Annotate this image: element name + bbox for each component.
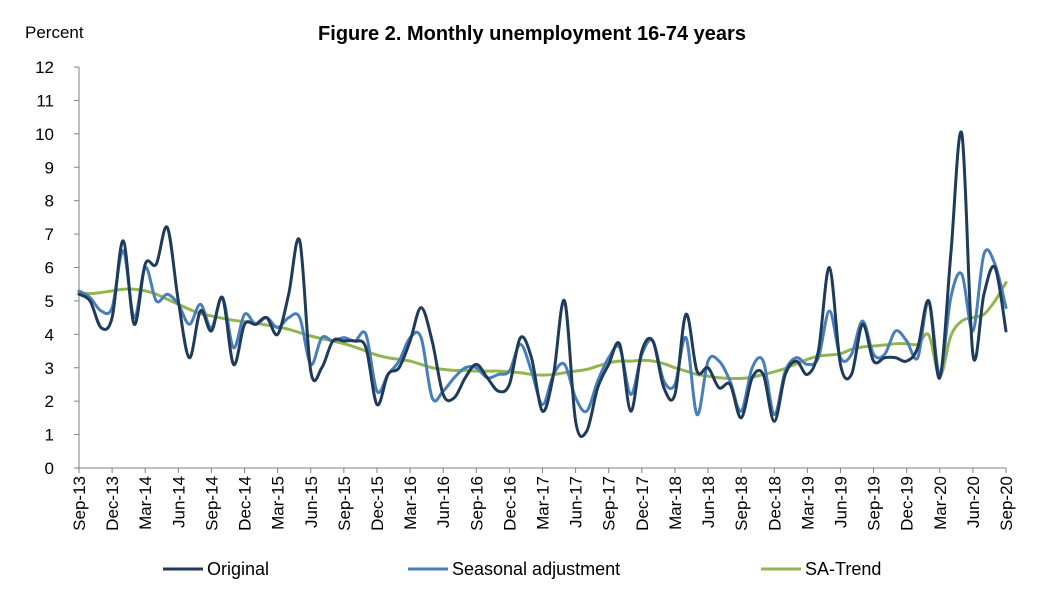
x-tick-label: Dec-15 bbox=[368, 476, 387, 531]
x-tick-label: Dec-17 bbox=[633, 476, 652, 531]
x-tick-label: Mar-15 bbox=[269, 476, 288, 530]
x-tick-label: Jun-20 bbox=[964, 476, 983, 528]
x-tick-label: Sep-17 bbox=[600, 476, 619, 531]
legend-label-seasonal-adjustment: Seasonal adjustment bbox=[452, 559, 620, 579]
x-tick-label: Sep-18 bbox=[732, 476, 751, 531]
y-tick-label: 4 bbox=[45, 325, 54, 344]
y-tick-label: 0 bbox=[45, 459, 54, 478]
series-line-seasonal-adjustment bbox=[77, 248, 1008, 417]
y-tick-label: 6 bbox=[45, 259, 54, 278]
x-tick-label: Jun-17 bbox=[567, 476, 586, 528]
x-tick-label: Dec-18 bbox=[765, 476, 784, 531]
legend-label-sa-trend: SA-Trend bbox=[805, 559, 881, 579]
y-tick-label: 8 bbox=[45, 192, 54, 211]
y-tick-label: 5 bbox=[45, 292, 54, 311]
y-axis-label: Percent bbox=[25, 23, 84, 42]
y-tick-label: 2 bbox=[45, 392, 54, 411]
y-tick-label: 12 bbox=[35, 58, 54, 77]
y-tick-label: 7 bbox=[45, 225, 54, 244]
x-tick-label: Sep-20 bbox=[997, 476, 1016, 531]
x-tick-label: Jun-19 bbox=[831, 476, 850, 528]
x-tick-label: Jun-14 bbox=[169, 476, 188, 528]
x-tick-label: Sep-16 bbox=[467, 476, 486, 531]
y-tick-label: 10 bbox=[35, 125, 54, 144]
x-tick-label: Dec-14 bbox=[236, 476, 255, 531]
x-tick-label: Jun-16 bbox=[434, 476, 453, 528]
series-line-sa-trend bbox=[77, 281, 1008, 381]
chart-title: Figure 2. Monthly unemployment 16-74 yea… bbox=[318, 23, 746, 45]
x-tick-label: Mar-18 bbox=[666, 476, 685, 530]
x-tick-label: Sep-14 bbox=[202, 476, 221, 531]
x-tick-label: Sep-15 bbox=[335, 476, 354, 531]
x-tick-label: Sep-19 bbox=[865, 476, 884, 531]
x-tick-label: Mar-17 bbox=[534, 476, 553, 530]
x-tick-label: Jun-18 bbox=[699, 476, 718, 528]
x-tick-label: Mar-20 bbox=[931, 476, 950, 530]
x-tick-label: Dec-13 bbox=[103, 476, 122, 531]
y-tick-label: 9 bbox=[45, 158, 54, 177]
legend: Original Seasonal adjustment SA-Trend bbox=[163, 559, 881, 579]
y-tick-label: 11 bbox=[36, 91, 54, 110]
x-tick-label: Dec-19 bbox=[898, 476, 917, 531]
x-tick-label: Mar-14 bbox=[136, 476, 155, 530]
series-line-original bbox=[77, 130, 1008, 438]
x-tick-label: Sep-13 bbox=[70, 476, 89, 531]
y-tick-label: 3 bbox=[45, 359, 54, 378]
legend-label-original: Original bbox=[207, 559, 269, 579]
x-tick-label: Dec-16 bbox=[500, 476, 519, 531]
x-tick-label: Mar-16 bbox=[401, 476, 420, 530]
y-tick-label: 1 bbox=[45, 426, 54, 445]
x-tick-label: Mar-19 bbox=[798, 476, 817, 530]
x-tick-label: Jun-15 bbox=[302, 476, 321, 528]
series-layer bbox=[77, 130, 1008, 438]
